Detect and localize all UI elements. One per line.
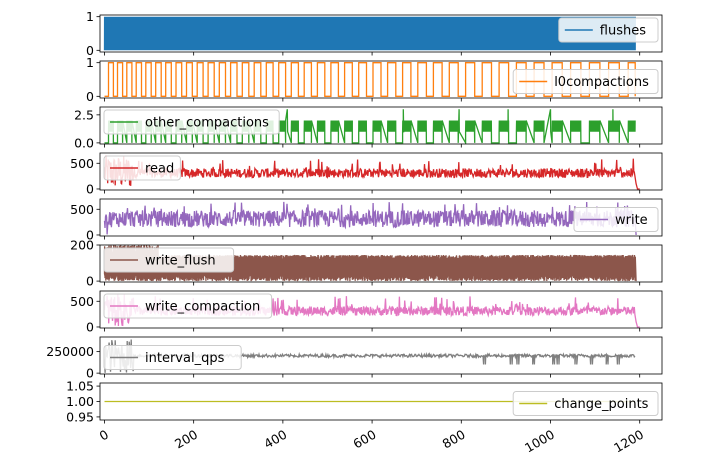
axes-frame xyxy=(99,106,663,145)
x-tick-label: 200 xyxy=(172,427,200,452)
y-tick-label: 250000 xyxy=(46,344,94,359)
legend-box xyxy=(103,247,235,273)
legend-box xyxy=(558,17,659,43)
legend-label: other_compactions xyxy=(145,116,269,131)
axes-frame xyxy=(99,60,663,99)
legend-box xyxy=(103,155,181,181)
y-tick-label: 0.95 xyxy=(66,409,94,424)
legend-label: interval_qps xyxy=(145,351,225,366)
series-line-write xyxy=(103,201,637,236)
x-tick-label: 600 xyxy=(350,427,378,452)
legend-box xyxy=(512,69,659,94)
x-tick-label: 1200 xyxy=(611,427,646,456)
y-tick-label: 200 xyxy=(70,238,94,253)
axes-frame xyxy=(99,152,663,191)
legend-label: write_flush xyxy=(145,254,216,269)
legend: write xyxy=(573,207,659,232)
series-line-l0compactions xyxy=(104,62,636,97)
y-tick-label: 0 xyxy=(86,43,94,58)
legend-label: change_points xyxy=(554,397,648,412)
y-tick-label: 500 xyxy=(70,156,94,171)
y-tick-label: 500 xyxy=(70,294,94,309)
subplot-change_points: 0.951.001.05 change_points xyxy=(66,379,663,424)
x-tick-label: 0 xyxy=(97,427,111,444)
subplot-read: 0 500 read xyxy=(70,152,663,196)
axes-frame xyxy=(99,290,663,329)
legend: write_flush xyxy=(103,247,235,273)
legend-box xyxy=(103,109,280,135)
x-axis: 0 200 400 600 800 1000 1200 xyxy=(97,427,647,456)
legend-box xyxy=(512,391,659,416)
subplot-interval_qps: 0 250000 interval_qps xyxy=(46,336,663,381)
subplot-l0compactions: 0 1 l0compactions xyxy=(86,55,663,104)
legend-label: l0compactions xyxy=(554,75,649,90)
y-tick-label: 0.0 xyxy=(74,135,94,150)
legend-label: write_compaction xyxy=(145,300,260,315)
y-tick-label: 0 xyxy=(86,274,94,289)
y-tick-label: 0 xyxy=(86,89,94,104)
subplots: 01flushes01l0compactions0.02.5other_comp… xyxy=(46,9,663,424)
y-tick-label: 1 xyxy=(86,9,94,24)
legend-box xyxy=(103,293,273,319)
series-line-read xyxy=(103,155,640,190)
series-line-flushes xyxy=(103,16,636,51)
y-tick-label: 1 xyxy=(86,55,94,70)
x-tick-label: 800 xyxy=(440,427,468,452)
y-tick-label: 0 xyxy=(86,181,94,196)
legend: flushes xyxy=(558,17,659,43)
axes-frame xyxy=(99,14,663,53)
legend: other_compactions xyxy=(103,109,280,135)
legend: l0compactions xyxy=(512,69,659,94)
legend-box xyxy=(573,207,659,232)
y-tick-label: 0 xyxy=(86,319,94,334)
subplot-flushes: 0 1 flushes xyxy=(86,9,663,58)
legend-label: read xyxy=(145,162,174,177)
legend: write_compaction xyxy=(103,293,273,319)
legend-box xyxy=(103,345,242,370)
legend-label: write xyxy=(615,213,648,228)
y-tick-label: 1.00 xyxy=(66,394,94,409)
y-tick-label: 2.5 xyxy=(74,107,94,122)
y-tick-label: 1.05 xyxy=(66,379,94,394)
y-tick-label: 0 xyxy=(86,227,94,242)
subplot-other_compactions: 0.0 2.5 other_compactions xyxy=(74,106,663,150)
axes-frame xyxy=(99,336,663,375)
subplot-write_compaction: 0 500 write_compaction xyxy=(70,290,663,334)
legend: read xyxy=(103,155,181,181)
subplot-write_flush: 0 200 write_flush xyxy=(70,238,663,289)
x-tick-label: 1000 xyxy=(522,427,557,456)
legend-label: flushes xyxy=(600,24,646,39)
y-tick-label: 0 xyxy=(86,366,94,381)
legend: interval_qps xyxy=(103,345,242,370)
y-tick-label: 500 xyxy=(70,202,94,217)
x-tick-label: 400 xyxy=(261,427,289,452)
axes-frame xyxy=(99,198,663,237)
subplot-write: 0 500 write xyxy=(70,198,663,242)
axes-frame xyxy=(99,244,663,283)
legend: change_points xyxy=(512,391,659,416)
